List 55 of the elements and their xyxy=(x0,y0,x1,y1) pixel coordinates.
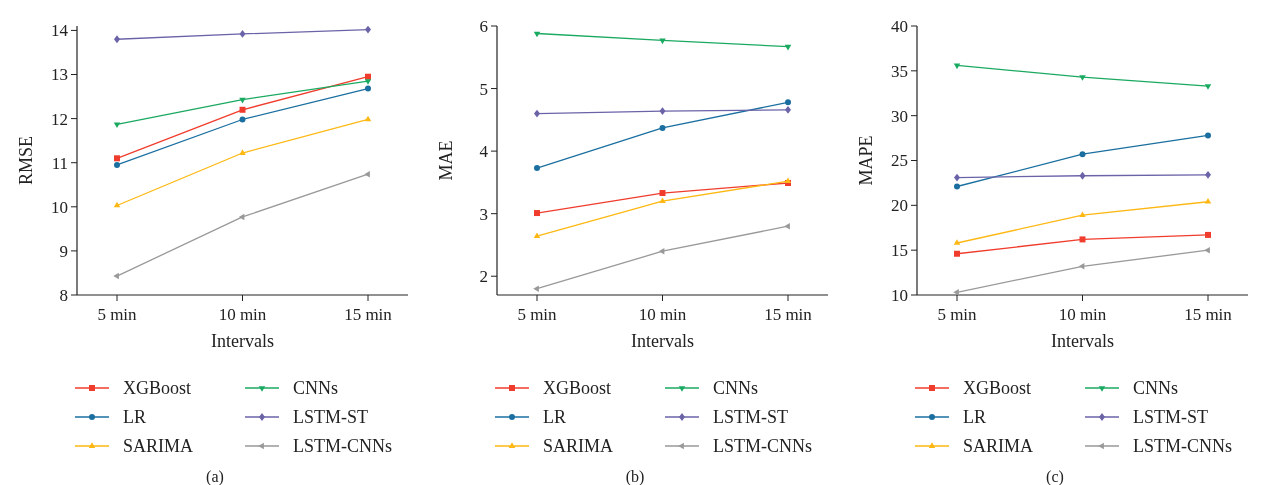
x-tick-label: 15 min xyxy=(344,305,393,324)
y-tick-label: 5 xyxy=(479,79,488,99)
legend-label: LSTM-ST xyxy=(713,407,789,428)
y-tick-label: 40 xyxy=(891,16,908,36)
x-tick-label: 15 min xyxy=(764,305,813,324)
y-tick-label: 10 xyxy=(891,285,908,305)
x-axis-title: Intervals xyxy=(631,331,694,351)
legend-label: LSTM-CNNs xyxy=(293,436,393,457)
x-axis-title: Intervals xyxy=(211,331,274,351)
y-tick-label: 14 xyxy=(51,21,69,41)
y-axis-title: RMSE xyxy=(16,135,36,186)
x-tick-label: 10 min xyxy=(218,305,267,324)
y-tick-label: 11 xyxy=(51,153,68,173)
y-tick-label: 10 xyxy=(51,197,68,217)
x-tick-label: 5 min xyxy=(97,305,138,324)
y-tick-label: 25 xyxy=(891,151,908,171)
y-tick-label: 12 xyxy=(51,109,68,129)
legend-label: CNNs xyxy=(293,378,339,399)
legend-label: SARIMA xyxy=(963,436,1034,457)
text: (c) xyxy=(1046,468,1064,485)
y-tick-label: 8 xyxy=(59,285,68,305)
legend-label: LSTM-ST xyxy=(1133,407,1209,428)
y-tick-label: 3 xyxy=(479,204,488,224)
y-tick-label: 6 xyxy=(479,16,488,36)
legend-label: CNNs xyxy=(1133,378,1179,399)
legend-label: SARIMA xyxy=(123,436,194,457)
legend-label: LSTM-ST xyxy=(293,407,369,428)
legend-label: CNNs xyxy=(713,378,759,399)
text: (a) xyxy=(206,468,224,485)
legend-label: LR xyxy=(123,407,147,428)
y-tick-label: 35 xyxy=(891,61,908,81)
y-tick-label: 9 xyxy=(59,241,68,261)
y-tick-label: 4 xyxy=(479,142,489,162)
y-tick-label: 2 xyxy=(479,267,488,287)
x-tick-label: 5 min xyxy=(517,305,558,324)
y-axis-title: MAPE xyxy=(856,135,876,186)
x-tick-label: 5 min xyxy=(937,305,978,324)
y-tick-label: 30 xyxy=(891,106,908,126)
legend-label: LR xyxy=(543,407,567,428)
legend-label: LSTM-CNNs xyxy=(1133,436,1233,457)
x-axis-title: Intervals xyxy=(1051,331,1114,351)
legend-label: XGBoost xyxy=(543,378,612,399)
x-tick-label: 15 min xyxy=(1184,305,1233,324)
legend-label: SARIMA xyxy=(543,436,614,457)
y-tick-label: 15 xyxy=(891,241,908,261)
x-tick-label: 10 min xyxy=(1058,305,1107,324)
y-tick-label: 20 xyxy=(891,196,908,216)
legend-label: XGBoost xyxy=(963,378,1032,399)
y-axis-title: MAE xyxy=(436,140,456,181)
legend-label: LSTM-CNNs xyxy=(713,436,813,457)
y-tick-label: 13 xyxy=(51,65,68,85)
text: (b) xyxy=(625,468,645,485)
legend-label: LR xyxy=(963,407,987,428)
x-tick-label: 10 min xyxy=(638,305,687,324)
legend-label: XGBoost xyxy=(123,378,192,399)
